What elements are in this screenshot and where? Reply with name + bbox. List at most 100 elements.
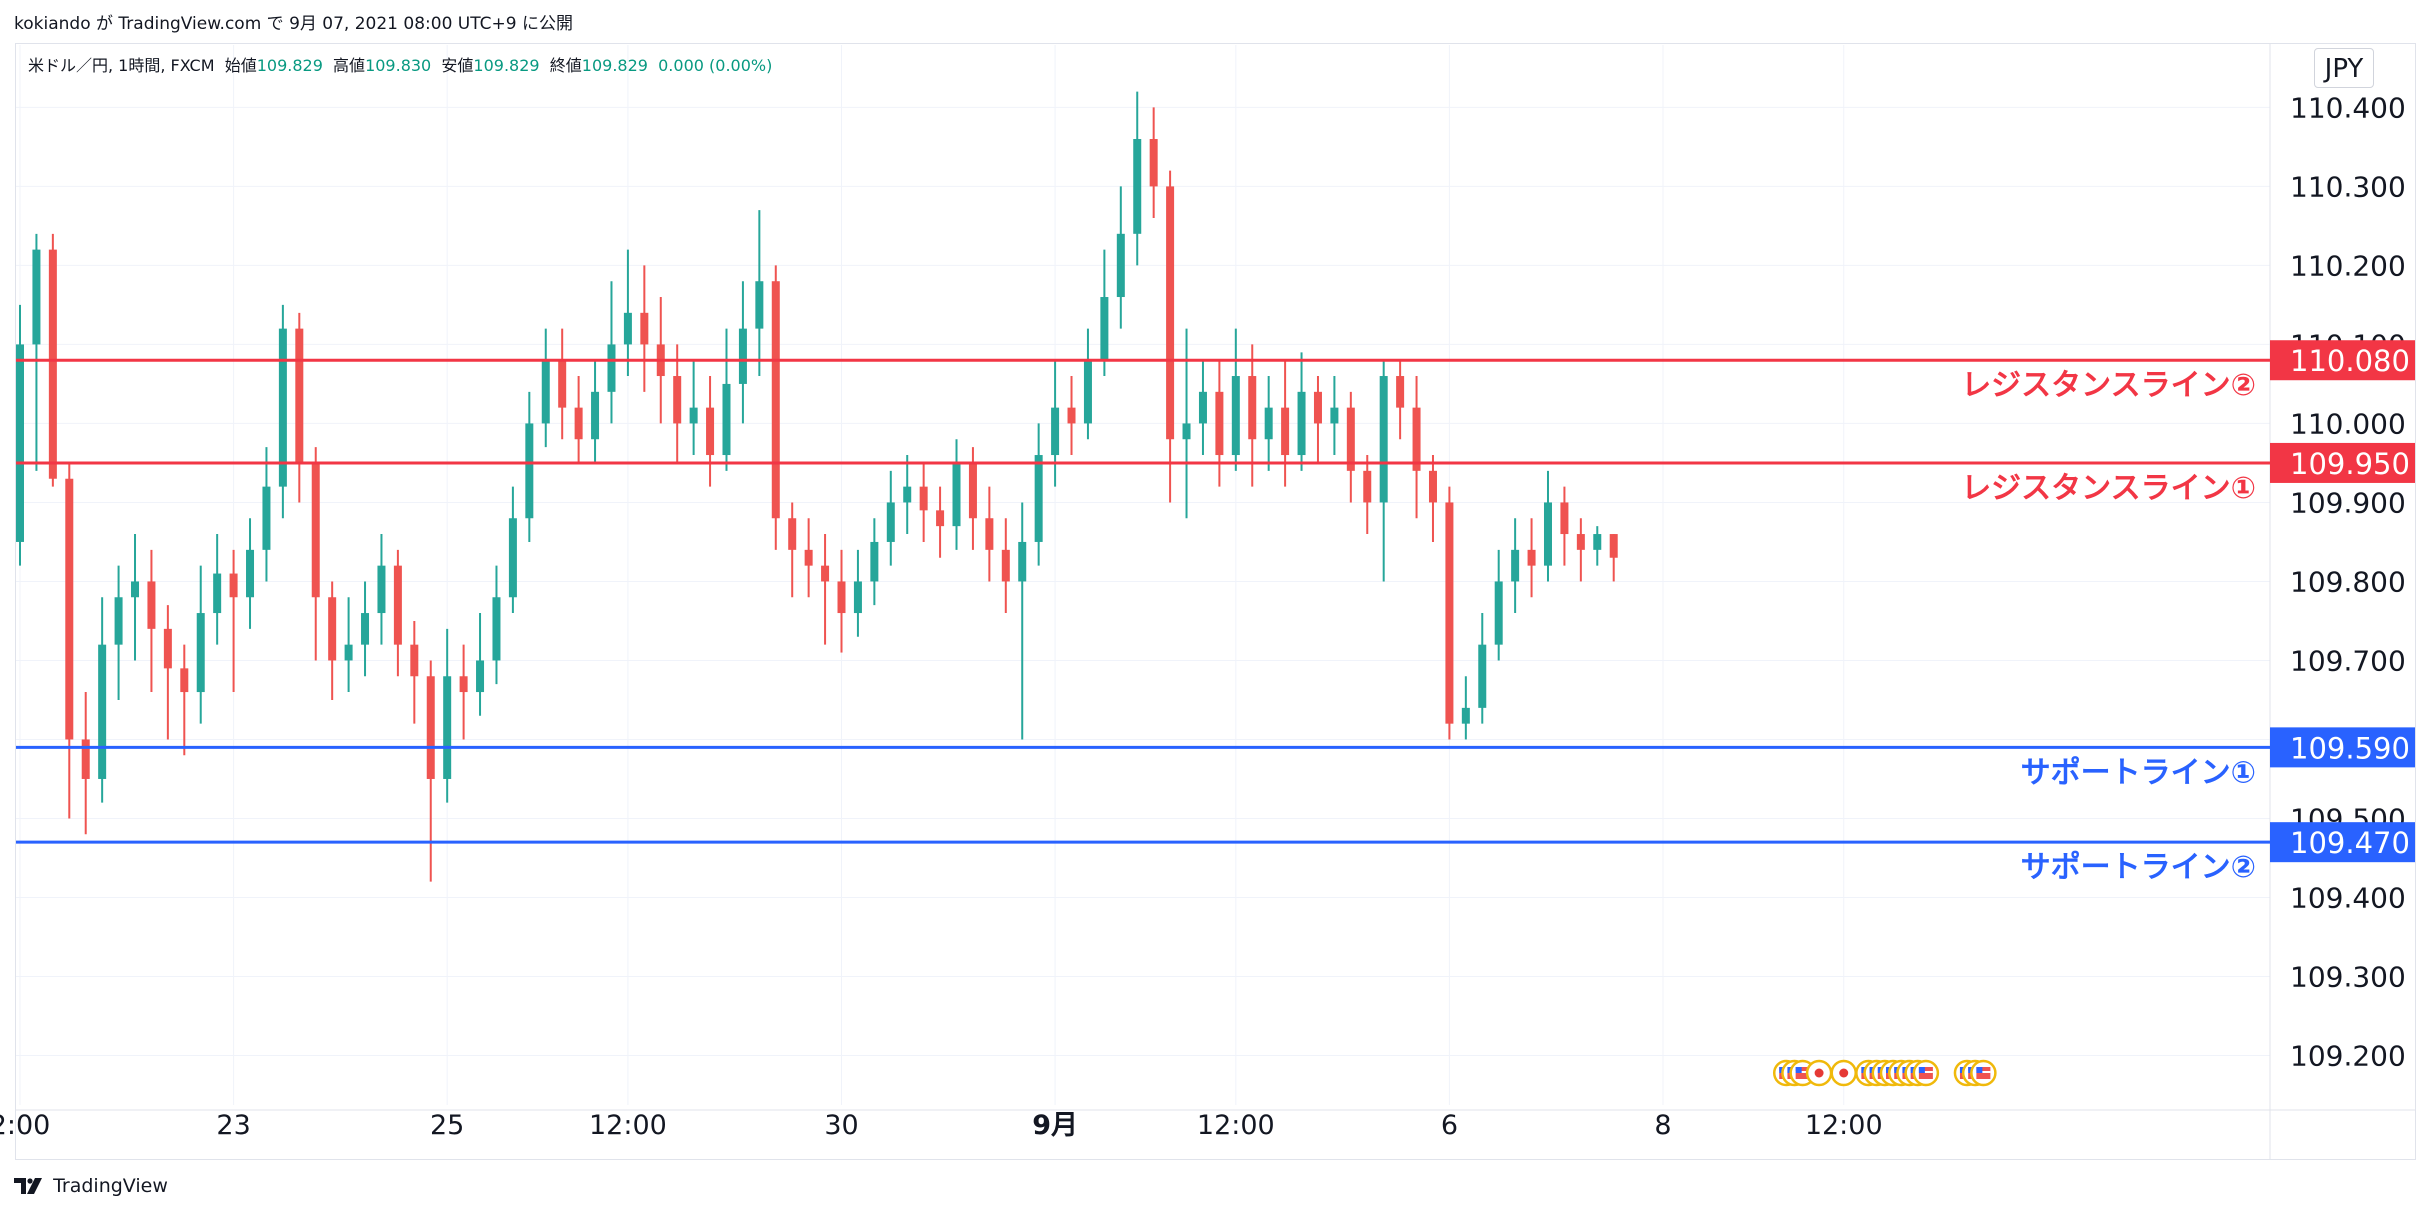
legend-low-value: 109.829 <box>473 56 540 75</box>
price-tick-label: 109.300 <box>2290 960 2406 993</box>
candle-body <box>1346 407 1355 471</box>
candle-body <box>755 281 764 329</box>
candle-body <box>936 510 945 527</box>
candle-body <box>821 565 830 582</box>
candle-body <box>1379 376 1388 503</box>
legend-high-value: 109.830 <box>365 56 432 75</box>
candle-body <box>443 676 452 779</box>
support-line-label: サポートライン① <box>2021 755 2256 790</box>
candle-body <box>16 344 24 542</box>
resistance-price-tag <box>2270 340 2415 381</box>
candle-body <box>1067 407 1076 424</box>
publish-info: kokiando が TradingView.com で 9月 07, 2021… <box>14 14 573 34</box>
legend-high-label: 高値 <box>333 56 366 75</box>
candle-body <box>377 565 386 614</box>
candle-body <box>1576 534 1585 550</box>
legend-open-value: 109.829 <box>256 56 323 75</box>
candle-body <box>1051 407 1060 456</box>
candle-body <box>558 360 567 408</box>
candle-body <box>262 486 271 550</box>
tradingview-logo-icon[interactable] <box>14 1178 44 1194</box>
candle-body <box>1297 391 1306 456</box>
candle-body <box>1396 376 1405 408</box>
us-flag-canton <box>1918 1067 1925 1073</box>
candle-body <box>81 739 90 779</box>
price-tick-label: 109.800 <box>2290 565 2406 598</box>
candle-body <box>98 644 107 779</box>
candle-body <box>196 613 205 693</box>
candle-body <box>410 644 419 677</box>
candle-body <box>344 644 353 661</box>
us-flag-stripe-white <box>1976 1071 1991 1073</box>
candle-body <box>689 407 698 424</box>
candle-body <box>1116 233 1125 298</box>
candle-body <box>591 391 600 440</box>
candle-body <box>1281 407 1290 456</box>
candle-body <box>328 597 337 661</box>
candle-body <box>1609 534 1618 558</box>
footer-brand: TradingView <box>53 1175 168 1197</box>
candle-body <box>788 518 797 550</box>
candle-body <box>459 676 468 693</box>
candle-body <box>1149 139 1158 187</box>
footer: TradingView <box>14 1175 168 1203</box>
legend-low-label: 安値 <box>441 56 474 75</box>
us-flag-icon <box>1970 1059 1997 1087</box>
candle-body <box>985 518 994 550</box>
candle-body <box>1018 541 1027 582</box>
price-tick-label: 110.300 <box>2290 170 2406 203</box>
time-tick-label: 6 <box>1441 1110 1458 1141</box>
candle-body <box>1412 407 1421 471</box>
candle-body <box>771 281 780 519</box>
candle-body <box>393 565 402 645</box>
us-flag-stripe-white <box>1795 1071 1810 1073</box>
candle-body <box>738 328 747 384</box>
time-tick-label: 8 <box>1654 1110 1671 1141</box>
candle-body <box>1166 186 1175 440</box>
candle-body <box>163 628 172 669</box>
legend-symbol: 米ドル／円, 1時間, FXCM <box>28 56 215 75</box>
candle-body <box>65 478 74 740</box>
candle-body <box>1527 549 1536 566</box>
support-price-tag <box>2270 727 2415 768</box>
top-bar: kokiando が TradingView.com で 9月 07, 2021… <box>0 0 2431 40</box>
candle-body <box>1215 391 1224 456</box>
us-flag-canton <box>1976 1067 1983 1073</box>
time-tick-label: 23 <box>216 1110 250 1141</box>
legend-close-value: 109.829 <box>581 56 648 75</box>
candle-body <box>147 581 156 629</box>
candle-body <box>246 549 255 598</box>
price-tick-label: 109.400 <box>2290 881 2406 914</box>
support-price-tag <box>2270 822 2415 863</box>
us-flag-stripe-white <box>1918 1071 1933 1073</box>
candle-body <box>1313 391 1322 424</box>
support-line-label: サポートライン② <box>2021 850 2256 885</box>
jp-flag-icon <box>1830 1059 1857 1087</box>
candle-body <box>640 312 649 345</box>
currency-button[interactable]: JPY <box>2314 48 2374 88</box>
symbol-legend: 米ドル／円, 1時間, FXCM 始値109.829 高値109.830 安値1… <box>28 52 772 76</box>
candle-body <box>1198 391 1207 424</box>
candle-body <box>48 249 57 479</box>
candle-body <box>804 549 813 566</box>
time-tick-label: 25 <box>430 1110 464 1141</box>
candle-body <box>1593 534 1602 550</box>
candle-body <box>525 423 534 519</box>
candle-body <box>1511 549 1520 582</box>
time-tick-label: 12:00 <box>1805 1110 1883 1141</box>
time-tick-label: 2:00 <box>0 1110 50 1141</box>
candle-body <box>295 328 304 463</box>
candle-body <box>673 376 682 424</box>
price-tick-label: 110.200 <box>2290 249 2406 282</box>
resistance-price-tag <box>2270 442 2415 483</box>
chart-frame[interactable] <box>15 43 2416 1160</box>
candle-body <box>1543 502 1552 566</box>
candle-body <box>607 344 616 392</box>
candle-body <box>1100 297 1109 361</box>
support-price-label: 109.590 <box>2290 731 2410 765</box>
candle-body <box>1034 455 1043 542</box>
candle-body <box>968 462 977 519</box>
candle-body <box>1494 581 1503 645</box>
candle-body <box>1445 502 1454 724</box>
